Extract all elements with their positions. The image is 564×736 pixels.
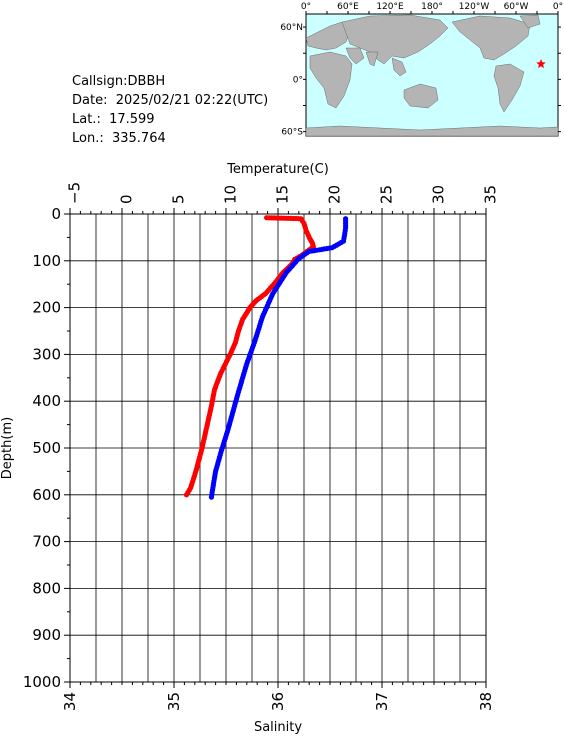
station-marker-icon	[536, 59, 546, 69]
depth-tick-label: 500	[32, 439, 61, 457]
depth-tick-label: 200	[32, 299, 61, 317]
temperature-tick-label: 30	[430, 185, 448, 204]
temperature-axis-title: Temperature(C)	[226, 162, 329, 177]
salinity-tick-label: 36	[269, 692, 287, 711]
land-north-america	[451, 15, 531, 61]
map-lon-label: 60°W	[504, 2, 529, 12]
depth-tick-label: 800	[32, 579, 61, 597]
temperature-tick-label: 25	[378, 185, 396, 204]
land-africa	[309, 51, 353, 109]
depth-tick-label: 100	[32, 252, 61, 270]
temperature-tick-label: −5	[66, 182, 84, 204]
depth-tick-label: 600	[32, 486, 61, 504]
minor-ticks	[64, 208, 487, 688]
temperature-tick-label: 5	[170, 194, 188, 204]
map-lat-label: 60°N	[280, 23, 303, 33]
temperature-tick-label: 20	[326, 185, 344, 204]
land-arabia	[345, 47, 365, 65]
depth-tick-label: 700	[32, 533, 61, 551]
map-lon-label: 60°E	[337, 2, 359, 12]
land-australia	[403, 83, 439, 109]
station-info: Callsign:DBBH Date: 2025/02/21 02:22(UTC…	[72, 72, 268, 148]
salinity-tick-label: 35	[165, 692, 183, 711]
salinity-point	[208, 494, 215, 500]
salinity-series	[208, 216, 349, 500]
data-series	[183, 215, 349, 500]
depth-tick-label: 0	[51, 205, 61, 223]
longitude-text: Lon.: 335.764	[72, 131, 166, 146]
map-longitude-labels: 0° 60°E 120°E 180° 120°W 60°W 0°	[301, 2, 563, 12]
temperature-tick-label: 35	[482, 185, 500, 204]
map-lon-label: 120°E	[376, 2, 404, 12]
depth-tick-label: 900	[32, 626, 61, 644]
depth-tick-label: 300	[32, 345, 61, 363]
salinity-tick-label: 38	[477, 692, 495, 711]
temperature-tick-label: 0	[118, 194, 136, 204]
depth-tick-labels: 0 100 200 300 400 500 600 700 800 900 1000	[23, 205, 61, 691]
depth-tick-label: 1000	[23, 673, 61, 691]
salinity-tick-labels: 34 35 36 37 38	[61, 692, 495, 711]
salinity-axis-title: Salinity	[254, 720, 302, 735]
chart-grid	[70, 214, 486, 682]
date-text: Date: 2025/02/21 02:22(UTC)	[72, 93, 269, 108]
map-lon-label: 180°	[421, 2, 443, 12]
map-lat-label: 0°	[293, 75, 303, 85]
land-asia	[341, 14, 449, 65]
map-land	[305, 14, 559, 137]
land-seasia	[391, 57, 407, 77]
map-lon-label: 0°	[553, 2, 563, 12]
map-lat-label: 60°S	[281, 128, 303, 138]
land-europe	[305, 21, 351, 51]
map-lon-label: 120°W	[459, 2, 490, 12]
map-ticks	[303, 11, 561, 133]
land-antarctica	[305, 125, 559, 137]
depth-axis-title: Depth(m)	[0, 417, 15, 479]
temperature-point	[183, 492, 190, 498]
land-greenland	[519, 14, 541, 29]
map-lon-label: 0°	[301, 2, 311, 12]
depth-tick-label: 400	[32, 392, 61, 410]
callsign-text: Callsign:DBBH	[72, 74, 166, 89]
latitude-text: Lat.: 17.599	[72, 112, 155, 127]
salinity-tick-label: 34	[61, 692, 79, 711]
station-star	[536, 59, 546, 69]
temperature-tick-label: 15	[274, 185, 292, 204]
world-map: 0° 60°E 120°E 180° 120°W 60°W 0° 60°N 0° 60°S	[280, 2, 563, 138]
land-south-america	[493, 63, 525, 113]
temperature-tick-labels: −5 0 5 10 15 20 25 30 35	[66, 182, 500, 204]
land-india	[365, 51, 379, 67]
salinity-tick-label: 37	[373, 692, 391, 711]
map-latitude-labels: 60°N 0° 60°S	[280, 23, 303, 138]
temperature-tick-label: 10	[222, 185, 240, 204]
